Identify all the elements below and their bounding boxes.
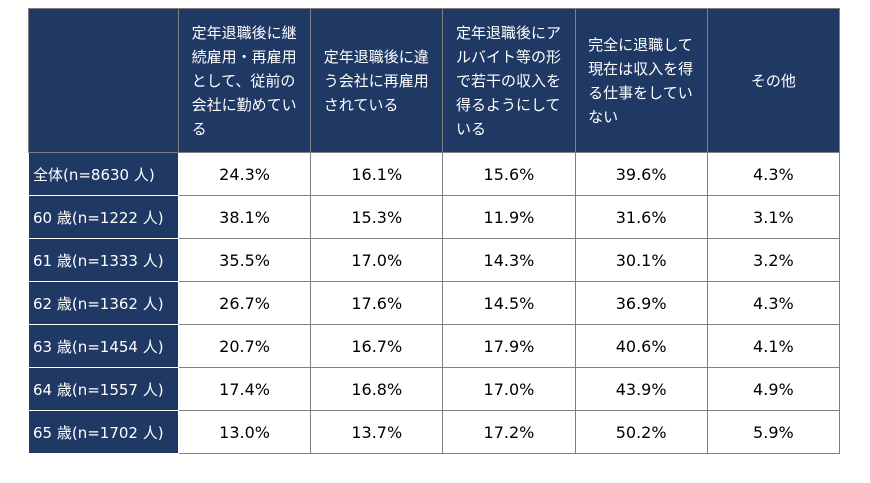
row-label: 65 歳(n=1702 人) bbox=[28, 410, 179, 454]
header-cell: 定年退職後に違う会社に再雇用されている bbox=[310, 8, 444, 153]
data-cell: 17.4% bbox=[177, 367, 312, 411]
table-row: 63 歳(n=1454 人) 20.7% 16.7% 17.9% 40.6% 4.1% bbox=[28, 324, 841, 368]
header-cell: 完全に退職して現在は収入を得る仕事をしていない bbox=[574, 8, 708, 153]
data-cell: 20.7% bbox=[177, 324, 312, 368]
data-cell: 17.0% bbox=[310, 238, 444, 282]
header-cell bbox=[28, 8, 179, 153]
data-cell: 24.3% bbox=[177, 152, 312, 196]
data-table: 定年退職後に継続雇用・再雇用として、従前の会社に勤めている 定年退職後に違う会社に… bbox=[28, 8, 841, 454]
data-cell: 17.0% bbox=[442, 367, 576, 411]
table-body: 全体(n=8630 人) 24.3% 16.1% 15.6% 39.6% 4.3% 60 歳… bbox=[28, 152, 841, 454]
data-cell: 16.1% bbox=[310, 152, 444, 196]
data-cell: 15.6% bbox=[442, 152, 576, 196]
data-cell: 4.3% bbox=[706, 152, 841, 196]
data-cell: 26.7% bbox=[177, 281, 312, 325]
header-text: 定年退職後に継続雇用・再雇用として、従前の会社に勤めている bbox=[191, 23, 297, 138]
data-cell: 43.9% bbox=[574, 367, 708, 411]
row-label: 61 歳(n=1333 人) bbox=[28, 238, 179, 282]
header-text: その他 bbox=[750, 71, 796, 90]
data-cell: 31.6% bbox=[574, 195, 708, 239]
data-cell: 50.2% bbox=[574, 410, 708, 454]
data-cell: 16.8% bbox=[310, 367, 444, 411]
table-row: 65 歳(n=1702 人) 13.0% 13.7% 17.2% 50.2% 5.9% bbox=[28, 410, 841, 454]
table-row: 62 歳(n=1362 人) 26.7% 17.6% 14.5% 36.9% 4.3% bbox=[28, 281, 841, 325]
header-text: 定年退職後に違う会社に再雇用されている bbox=[323, 47, 429, 114]
data-cell: 17.2% bbox=[442, 410, 576, 454]
data-cell: 13.0% bbox=[177, 410, 312, 454]
data-cell: 17.9% bbox=[442, 324, 576, 368]
row-label: 63 歳(n=1454 人) bbox=[28, 324, 179, 368]
data-cell: 39.6% bbox=[574, 152, 708, 196]
header-cell: 定年退職後に継続雇用・再雇用として、従前の会社に勤めている bbox=[177, 8, 312, 153]
header-cell: 定年退職後にアルバイト等の形で若干の収入を得るようにしている bbox=[442, 8, 576, 153]
table-row: 61 歳(n=1333 人) 35.5% 17.0% 14.3% 30.1% 3.2% bbox=[28, 238, 841, 282]
data-cell: 16.7% bbox=[310, 324, 444, 368]
data-cell: 4.3% bbox=[706, 281, 841, 325]
data-cell: 36.9% bbox=[574, 281, 708, 325]
data-cell: 35.5% bbox=[177, 238, 312, 282]
row-label: 全体(n=8630 人) bbox=[28, 152, 179, 196]
header-text: 完全に退職して現在は収入を得る仕事をしていない bbox=[588, 35, 694, 126]
data-cell: 15.3% bbox=[310, 195, 444, 239]
row-label: 64 歳(n=1557 人) bbox=[28, 367, 179, 411]
header-row: 定年退職後に継続雇用・再雇用として、従前の会社に勤めている 定年退職後に違う会社に… bbox=[28, 8, 841, 153]
row-label: 60 歳(n=1222 人) bbox=[28, 195, 179, 239]
data-cell: 11.9% bbox=[442, 195, 576, 239]
data-cell: 4.9% bbox=[706, 367, 841, 411]
data-cell: 13.7% bbox=[310, 410, 444, 454]
data-cell: 5.9% bbox=[706, 410, 841, 454]
data-cell: 17.6% bbox=[310, 281, 444, 325]
row-label: 62 歳(n=1362 人) bbox=[28, 281, 179, 325]
table-wrap: 定年退職後に継続雇用・再雇用として、従前の会社に勤めている 定年退職後に違う会社に… bbox=[28, 8, 841, 454]
data-cell: 30.1% bbox=[574, 238, 708, 282]
data-cell: 14.5% bbox=[442, 281, 576, 325]
data-cell: 38.1% bbox=[177, 195, 312, 239]
data-cell: 14.3% bbox=[442, 238, 576, 282]
table-row: 64 歳(n=1557 人) 17.4% 16.8% 17.0% 43.9% 4.9% bbox=[28, 367, 841, 411]
data-cell: 3.2% bbox=[706, 238, 841, 282]
data-cell: 4.1% bbox=[706, 324, 841, 368]
data-cell: 40.6% bbox=[574, 324, 708, 368]
table-row: 全体(n=8630 人) 24.3% 16.1% 15.6% 39.6% 4.3% bbox=[28, 152, 841, 196]
header-text: 定年退職後にアルバイト等の形で若干の収入を得るようにしている bbox=[455, 23, 561, 138]
header-cell: その他 bbox=[706, 8, 841, 153]
table-row: 60 歳(n=1222 人) 38.1% 15.3% 11.9% 31.6% 3.1% bbox=[28, 195, 841, 239]
data-cell: 3.1% bbox=[706, 195, 841, 239]
